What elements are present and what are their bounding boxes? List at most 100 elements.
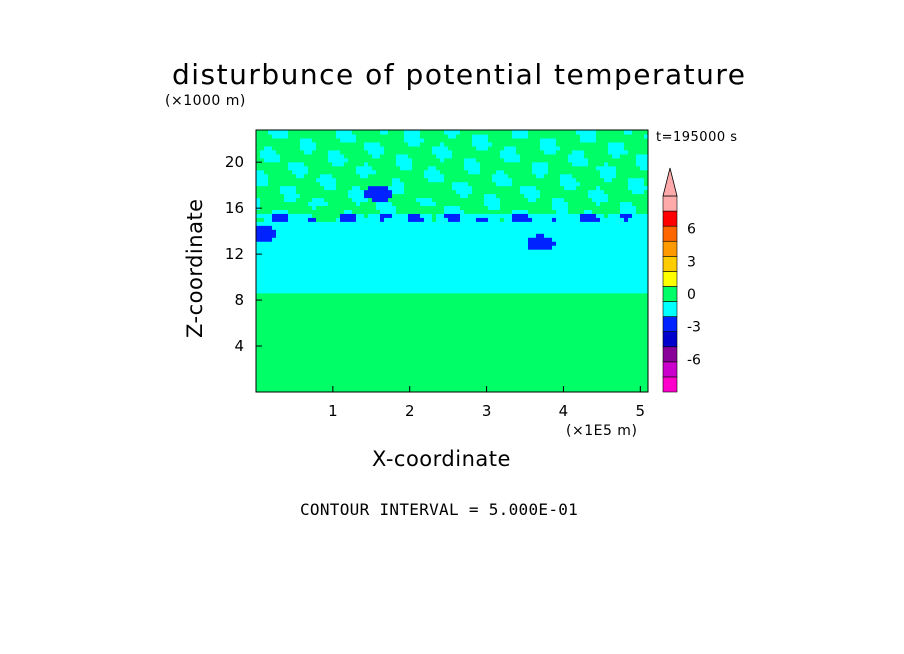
heatmap-cell bbox=[396, 189, 401, 195]
heatmap-cell bbox=[528, 372, 533, 377]
heatmap-cell bbox=[256, 241, 261, 246]
heatmap-cell bbox=[308, 296, 313, 302]
heatmap-cell bbox=[380, 268, 385, 274]
heatmap-cell bbox=[396, 229, 401, 234]
heatmap-cell bbox=[480, 209, 485, 214]
heatmap-cell bbox=[476, 384, 481, 389]
heatmap-cell bbox=[528, 356, 533, 361]
heatmap-cell bbox=[472, 130, 477, 135]
heatmap-cell bbox=[396, 205, 401, 210]
heatmap-cell bbox=[300, 213, 305, 218]
heatmap-cell bbox=[404, 130, 409, 135]
heatmap-cell bbox=[432, 201, 437, 207]
heatmap-cell bbox=[400, 197, 405, 203]
heatmap-cell bbox=[256, 372, 261, 377]
heatmap-cell bbox=[476, 388, 481, 392]
heatmap-cell bbox=[380, 141, 385, 147]
heatmap-cell bbox=[320, 225, 325, 230]
heatmap-cell bbox=[508, 261, 513, 266]
heatmap-cell bbox=[492, 145, 497, 151]
heatmap-cell bbox=[540, 364, 545, 369]
heatmap-cell bbox=[336, 253, 341, 258]
heatmap-cell bbox=[392, 209, 397, 214]
heatmap-cell bbox=[280, 225, 285, 230]
heatmap-cell bbox=[328, 288, 333, 294]
heatmap-cell bbox=[440, 300, 445, 306]
heatmap-cell bbox=[280, 296, 285, 302]
heatmap-cell bbox=[316, 245, 321, 250]
heatmap-cell bbox=[496, 217, 501, 222]
heatmap-cell bbox=[404, 384, 409, 389]
heatmap-cell bbox=[376, 233, 381, 238]
heatmap-cell bbox=[424, 237, 429, 242]
heatmap-cell bbox=[352, 253, 357, 258]
heatmap-cell bbox=[336, 145, 341, 151]
heatmap-cell bbox=[324, 264, 329, 270]
heatmap-cell bbox=[396, 328, 401, 334]
heatmap-cell bbox=[520, 201, 525, 207]
heatmap-cell bbox=[408, 372, 413, 377]
heatmap-cell bbox=[388, 161, 393, 167]
heatmap-cell bbox=[416, 225, 421, 230]
heatmap-cell bbox=[340, 237, 345, 242]
heatmap-cell bbox=[524, 249, 529, 254]
heatmap-cell bbox=[436, 280, 441, 286]
heatmap-cell bbox=[408, 177, 413, 183]
heatmap-cell bbox=[508, 213, 513, 218]
heatmap-cell bbox=[296, 181, 301, 187]
heatmap-cell bbox=[340, 133, 345, 139]
heatmap-cell bbox=[540, 284, 545, 290]
heatmap-cell bbox=[476, 304, 481, 310]
heatmap-cell bbox=[408, 173, 413, 179]
heatmap-cell bbox=[280, 356, 285, 361]
heatmap-cell bbox=[312, 257, 317, 262]
heatmap-cell bbox=[336, 288, 341, 294]
heatmap-cell bbox=[504, 245, 509, 250]
heatmap-cell bbox=[544, 312, 549, 318]
heatmap-cell bbox=[512, 189, 517, 195]
heatmap-cell bbox=[504, 308, 509, 314]
heatmap-cell bbox=[372, 193, 377, 199]
heatmap-cell bbox=[448, 332, 453, 338]
heatmap-cell bbox=[316, 272, 321, 278]
heatmap-cell bbox=[444, 372, 449, 377]
heatmap-cell bbox=[508, 328, 513, 334]
heatmap-cell bbox=[336, 229, 341, 234]
heatmap-cell bbox=[332, 193, 337, 199]
heatmap-cell bbox=[396, 213, 401, 218]
heatmap-cell bbox=[456, 153, 461, 159]
heatmap-cell bbox=[284, 197, 289, 203]
heatmap-cell bbox=[364, 197, 369, 203]
heatmap-cell bbox=[552, 312, 557, 318]
heatmap-cell bbox=[332, 332, 337, 338]
heatmap-cell bbox=[448, 292, 453, 298]
heatmap-cell bbox=[532, 193, 537, 199]
heatmap-cell bbox=[508, 245, 513, 250]
heatmap-cell bbox=[500, 272, 505, 278]
heatmap-cell bbox=[452, 177, 457, 183]
heatmap-cell bbox=[268, 257, 273, 262]
heatmap-cell bbox=[408, 300, 413, 306]
heatmap-cell bbox=[436, 213, 441, 218]
heatmap-cell bbox=[332, 181, 337, 187]
heatmap-cell bbox=[360, 153, 365, 159]
heatmap-cell bbox=[444, 189, 449, 195]
heatmap-cell bbox=[496, 261, 501, 266]
heatmap-cell bbox=[480, 364, 485, 369]
heatmap-cell bbox=[280, 308, 285, 314]
heatmap-cell bbox=[508, 253, 513, 258]
heatmap-cell bbox=[308, 364, 313, 369]
heatmap-cell bbox=[424, 388, 429, 392]
heatmap-cell bbox=[340, 165, 345, 171]
heatmap-cell bbox=[444, 272, 449, 278]
heatmap-cell bbox=[284, 209, 289, 214]
heatmap-cell bbox=[400, 189, 405, 195]
heatmap-cell bbox=[268, 264, 273, 270]
heatmap-cell bbox=[552, 237, 557, 242]
heatmap-cell bbox=[440, 344, 445, 349]
heatmap-cell bbox=[504, 316, 509, 322]
heatmap-cell bbox=[256, 308, 261, 314]
heatmap-cell bbox=[544, 201, 549, 207]
heatmap-cell bbox=[488, 233, 493, 238]
heatmap-cell bbox=[468, 372, 473, 377]
